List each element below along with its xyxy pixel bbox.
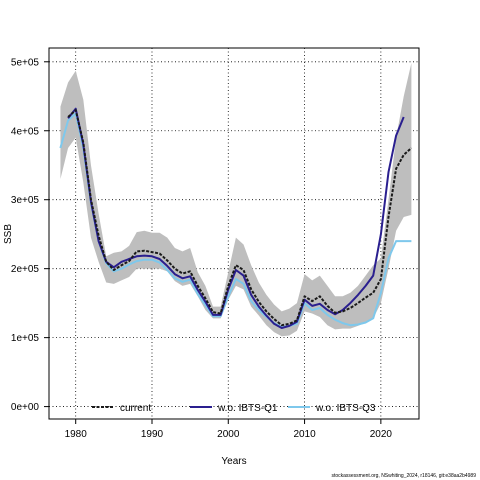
plot-frame (48, 47, 420, 420)
x-tick-label-2: 2000 (217, 429, 240, 440)
legend: current w.o. IBTS-Q1 w.o. IBTS-Q3 (92, 403, 376, 414)
y-tick-label-3: 3e+05 (11, 195, 40, 206)
axis-ticks-layer: 1980 1990 2000 2010 2020 0e+00 1e+05 2e+05 3e+05… (11, 57, 393, 440)
legend-label-0: current (120, 403, 151, 414)
y-tick-label-5: 5e+05 (11, 57, 40, 68)
series-line-w-o-ibts-q1 (67, 107, 405, 329)
footer-credit: stockassessment.org, NSwhiting_2024, r18… (331, 473, 476, 479)
legend-label-2: w.o. IBTS-Q3 (315, 403, 376, 414)
y-tick-label-4: 4e+05 (11, 126, 40, 137)
confidence-band-layer (60, 63, 412, 337)
y-tick-label-1: 1e+05 (11, 333, 40, 344)
series-lines-layer (59, 107, 413, 329)
x-tick-label-1: 1990 (141, 429, 164, 440)
y-tick-label-0: 0e+00 (11, 402, 40, 413)
x-tick-label-4: 2020 (370, 429, 393, 440)
y-tick-label-2: 2e+05 (11, 264, 40, 275)
series-line-current (67, 109, 413, 327)
x-axis-title: Years (221, 456, 246, 467)
x-tick-label-0: 1980 (65, 429, 88, 440)
legend-label-1: w.o. IBTS-Q1 (217, 403, 278, 414)
confidence-band (60, 63, 412, 337)
series-line-w-o-ibts-q3 (59, 112, 412, 329)
y-axis-title: SSB (3, 224, 14, 244)
x-tick-label-3: 2010 (293, 429, 316, 440)
